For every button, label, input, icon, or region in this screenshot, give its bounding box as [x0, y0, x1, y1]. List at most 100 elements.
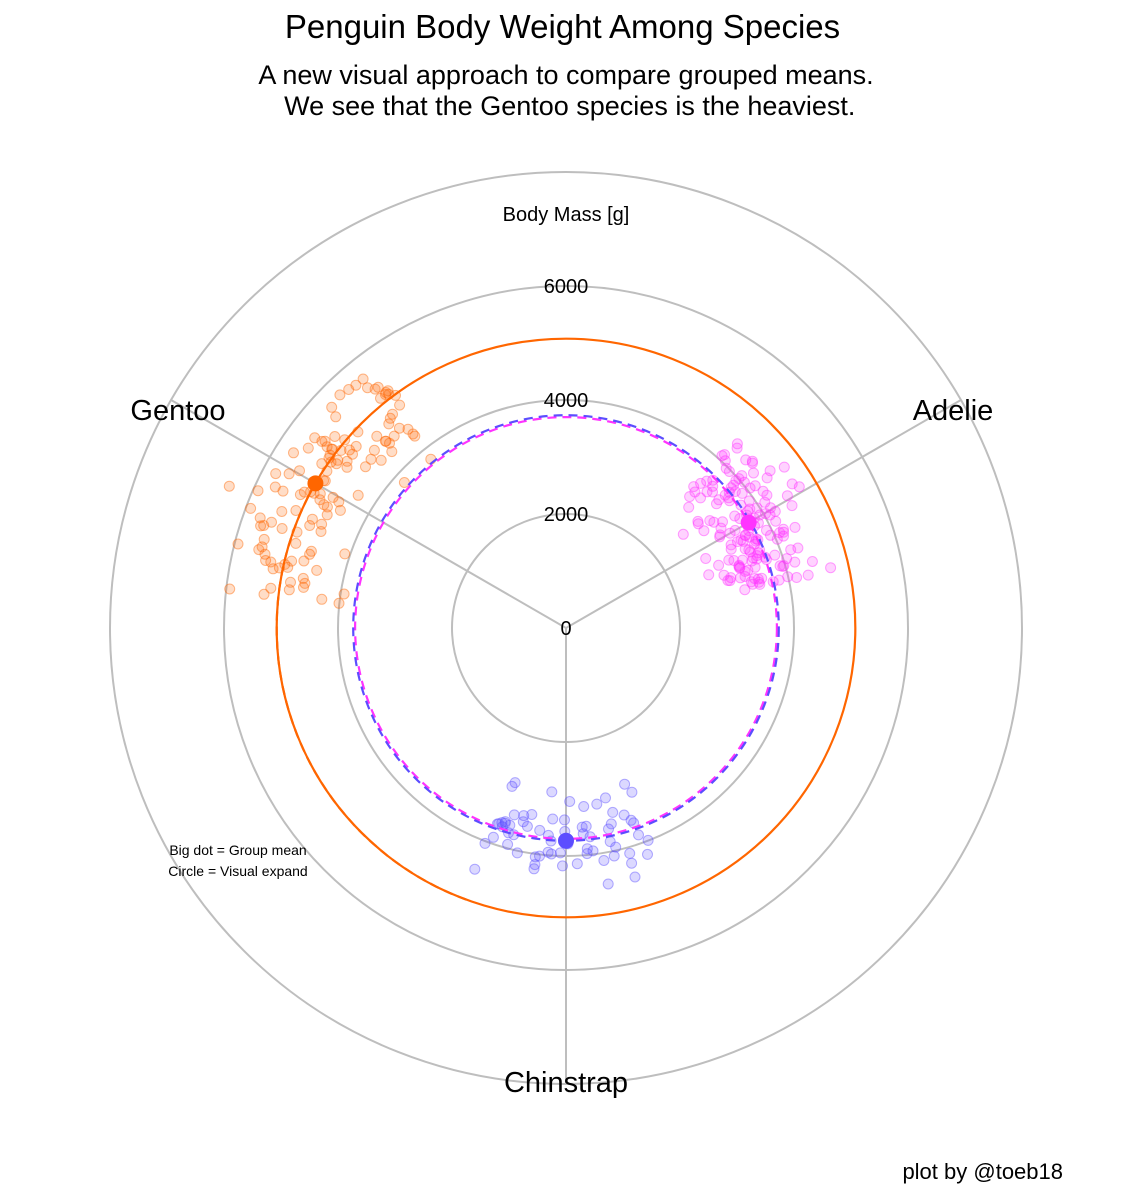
- data-point-gentoo: [333, 597, 345, 609]
- data-point-chinstrap: [610, 841, 622, 853]
- data-point-gentoo: [321, 441, 333, 453]
- data-point-adelie: [773, 574, 785, 586]
- data-point-adelie: [683, 501, 695, 513]
- data-point-gentoo: [372, 381, 384, 393]
- data-point-gentoo: [255, 520, 267, 532]
- data-point-gentoo: [375, 454, 387, 466]
- chart-title: Penguin Body Weight Among Species: [284, 8, 841, 45]
- data-point-gentoo: [259, 548, 271, 560]
- data-point-adelie: [729, 510, 741, 522]
- data-point-gentoo: [290, 537, 302, 549]
- data-point-chinstrap: [642, 834, 654, 846]
- data-point-adelie: [717, 516, 728, 528]
- data-point-adelie: [734, 572, 746, 584]
- data-point-adelie: [754, 578, 766, 590]
- data-point-adelie: [785, 544, 797, 556]
- data-point-adelie: [748, 467, 759, 479]
- subtitle-line-1: A new visual approach to compare grouped…: [258, 60, 874, 90]
- data-point-gentoo: [375, 392, 386, 404]
- data-point-adelie: [751, 502, 763, 514]
- data-point-gentoo: [352, 489, 364, 501]
- data-point-chinstrap: [487, 831, 499, 843]
- data-point-chinstrap: [576, 821, 588, 833]
- data-point-adelie: [714, 531, 726, 543]
- data-point-gentoo: [334, 389, 346, 401]
- spoke-adelie: [565, 399, 962, 629]
- tick-label-2000: 2000: [544, 504, 589, 526]
- data-point-chinstrap: [542, 846, 554, 858]
- tick-label-4000: 4000: [544, 390, 589, 412]
- mean-dot-chinstrap: [558, 832, 574, 849]
- data-point-adelie: [771, 533, 783, 545]
- chart-labels: 0 2000 4000 6000 Body Mass [g] Adelie Chinstra…: [130, 204, 993, 1099]
- data-point-gentoo: [330, 411, 342, 423]
- data-point-gentoo: [254, 512, 266, 524]
- data-point-adelie: [765, 529, 776, 541]
- data-point-gentoo: [394, 399, 406, 411]
- data-point-gentoo: [270, 468, 282, 480]
- data-point-gentoo: [343, 384, 355, 395]
- data-point-adelie: [739, 529, 751, 541]
- subtitle-line-2: We see that the Gentoo species is the he…: [276, 91, 856, 121]
- plot-credit: plot by @toeb18: [902, 1159, 1063, 1184]
- data-point-chinstrap: [604, 836, 616, 848]
- data-point-gentoo: [379, 389, 391, 400]
- data-point-adelie: [733, 473, 745, 485]
- data-point-chinstrap: [529, 851, 541, 863]
- data-point-gentoo: [258, 520, 270, 531]
- data-point-gentoo: [304, 548, 316, 560]
- data-point-adelie: [777, 523, 789, 535]
- data-point-adelie: [739, 565, 751, 577]
- data-point-chinstrap: [591, 798, 603, 810]
- data-point-chinstrap: [469, 863, 481, 875]
- data-point-chinstrap: [600, 792, 611, 804]
- data-point-gentoo: [383, 418, 395, 430]
- data-point-chinstrap: [554, 847, 566, 859]
- data-point-gentoo: [253, 544, 265, 556]
- data-point-gentoo: [258, 533, 270, 545]
- data-point-gentoo: [306, 513, 318, 525]
- data-point-adelie: [716, 450, 728, 462]
- data-point-gentoo: [334, 504, 346, 516]
- data-point-chinstrap: [626, 786, 638, 798]
- category-label-adelie: Adelie: [913, 395, 994, 427]
- data-point-adelie: [725, 572, 737, 584]
- data-point-chinstrap: [506, 780, 518, 792]
- data-point-adelie: [752, 573, 764, 585]
- data-point-adelie: [703, 569, 715, 581]
- data-point-adelie: [781, 553, 793, 565]
- data-point-adelie: [761, 489, 773, 501]
- data-point-chinstrap: [499, 816, 511, 828]
- data-point-adelie: [747, 457, 758, 469]
- data-point-chinstrap: [580, 820, 592, 832]
- data-point-gentoo: [382, 385, 394, 397]
- data-point-adelie: [736, 470, 748, 482]
- data-point-adelie: [765, 502, 777, 514]
- data-point-adelie: [715, 522, 727, 534]
- data-point-adelie: [753, 576, 765, 588]
- data-point-adelie: [802, 569, 814, 581]
- data-point-chinstrap: [528, 863, 540, 875]
- data-point-adelie: [737, 554, 748, 566]
- data-point-adelie: [789, 521, 801, 533]
- data-point-adelie: [740, 530, 752, 542]
- data-point-gentoo: [327, 491, 339, 503]
- data-point-adelie: [695, 492, 706, 504]
- data-point-chinstrap: [504, 819, 516, 831]
- data-point-adelie: [728, 479, 739, 491]
- data-point-chinstrap: [571, 858, 583, 870]
- data-point-adelie: [689, 486, 701, 498]
- data-point-gentoo: [365, 453, 377, 465]
- data-point-gentoo: [393, 422, 405, 434]
- data-point-gentoo: [350, 379, 362, 391]
- data-point-adelie: [778, 530, 789, 542]
- data-point-gentoo: [384, 437, 395, 449]
- data-point-gentoo: [305, 545, 317, 557]
- data-point-adelie: [692, 515, 704, 527]
- data-point-gentoo: [332, 454, 344, 466]
- data-point-chinstrap: [479, 837, 491, 849]
- data-point-chinstrap: [521, 820, 533, 832]
- data-point-adelie: [698, 525, 710, 537]
- data-point-gentoo: [224, 583, 236, 595]
- data-point-chinstrap: [559, 814, 570, 826]
